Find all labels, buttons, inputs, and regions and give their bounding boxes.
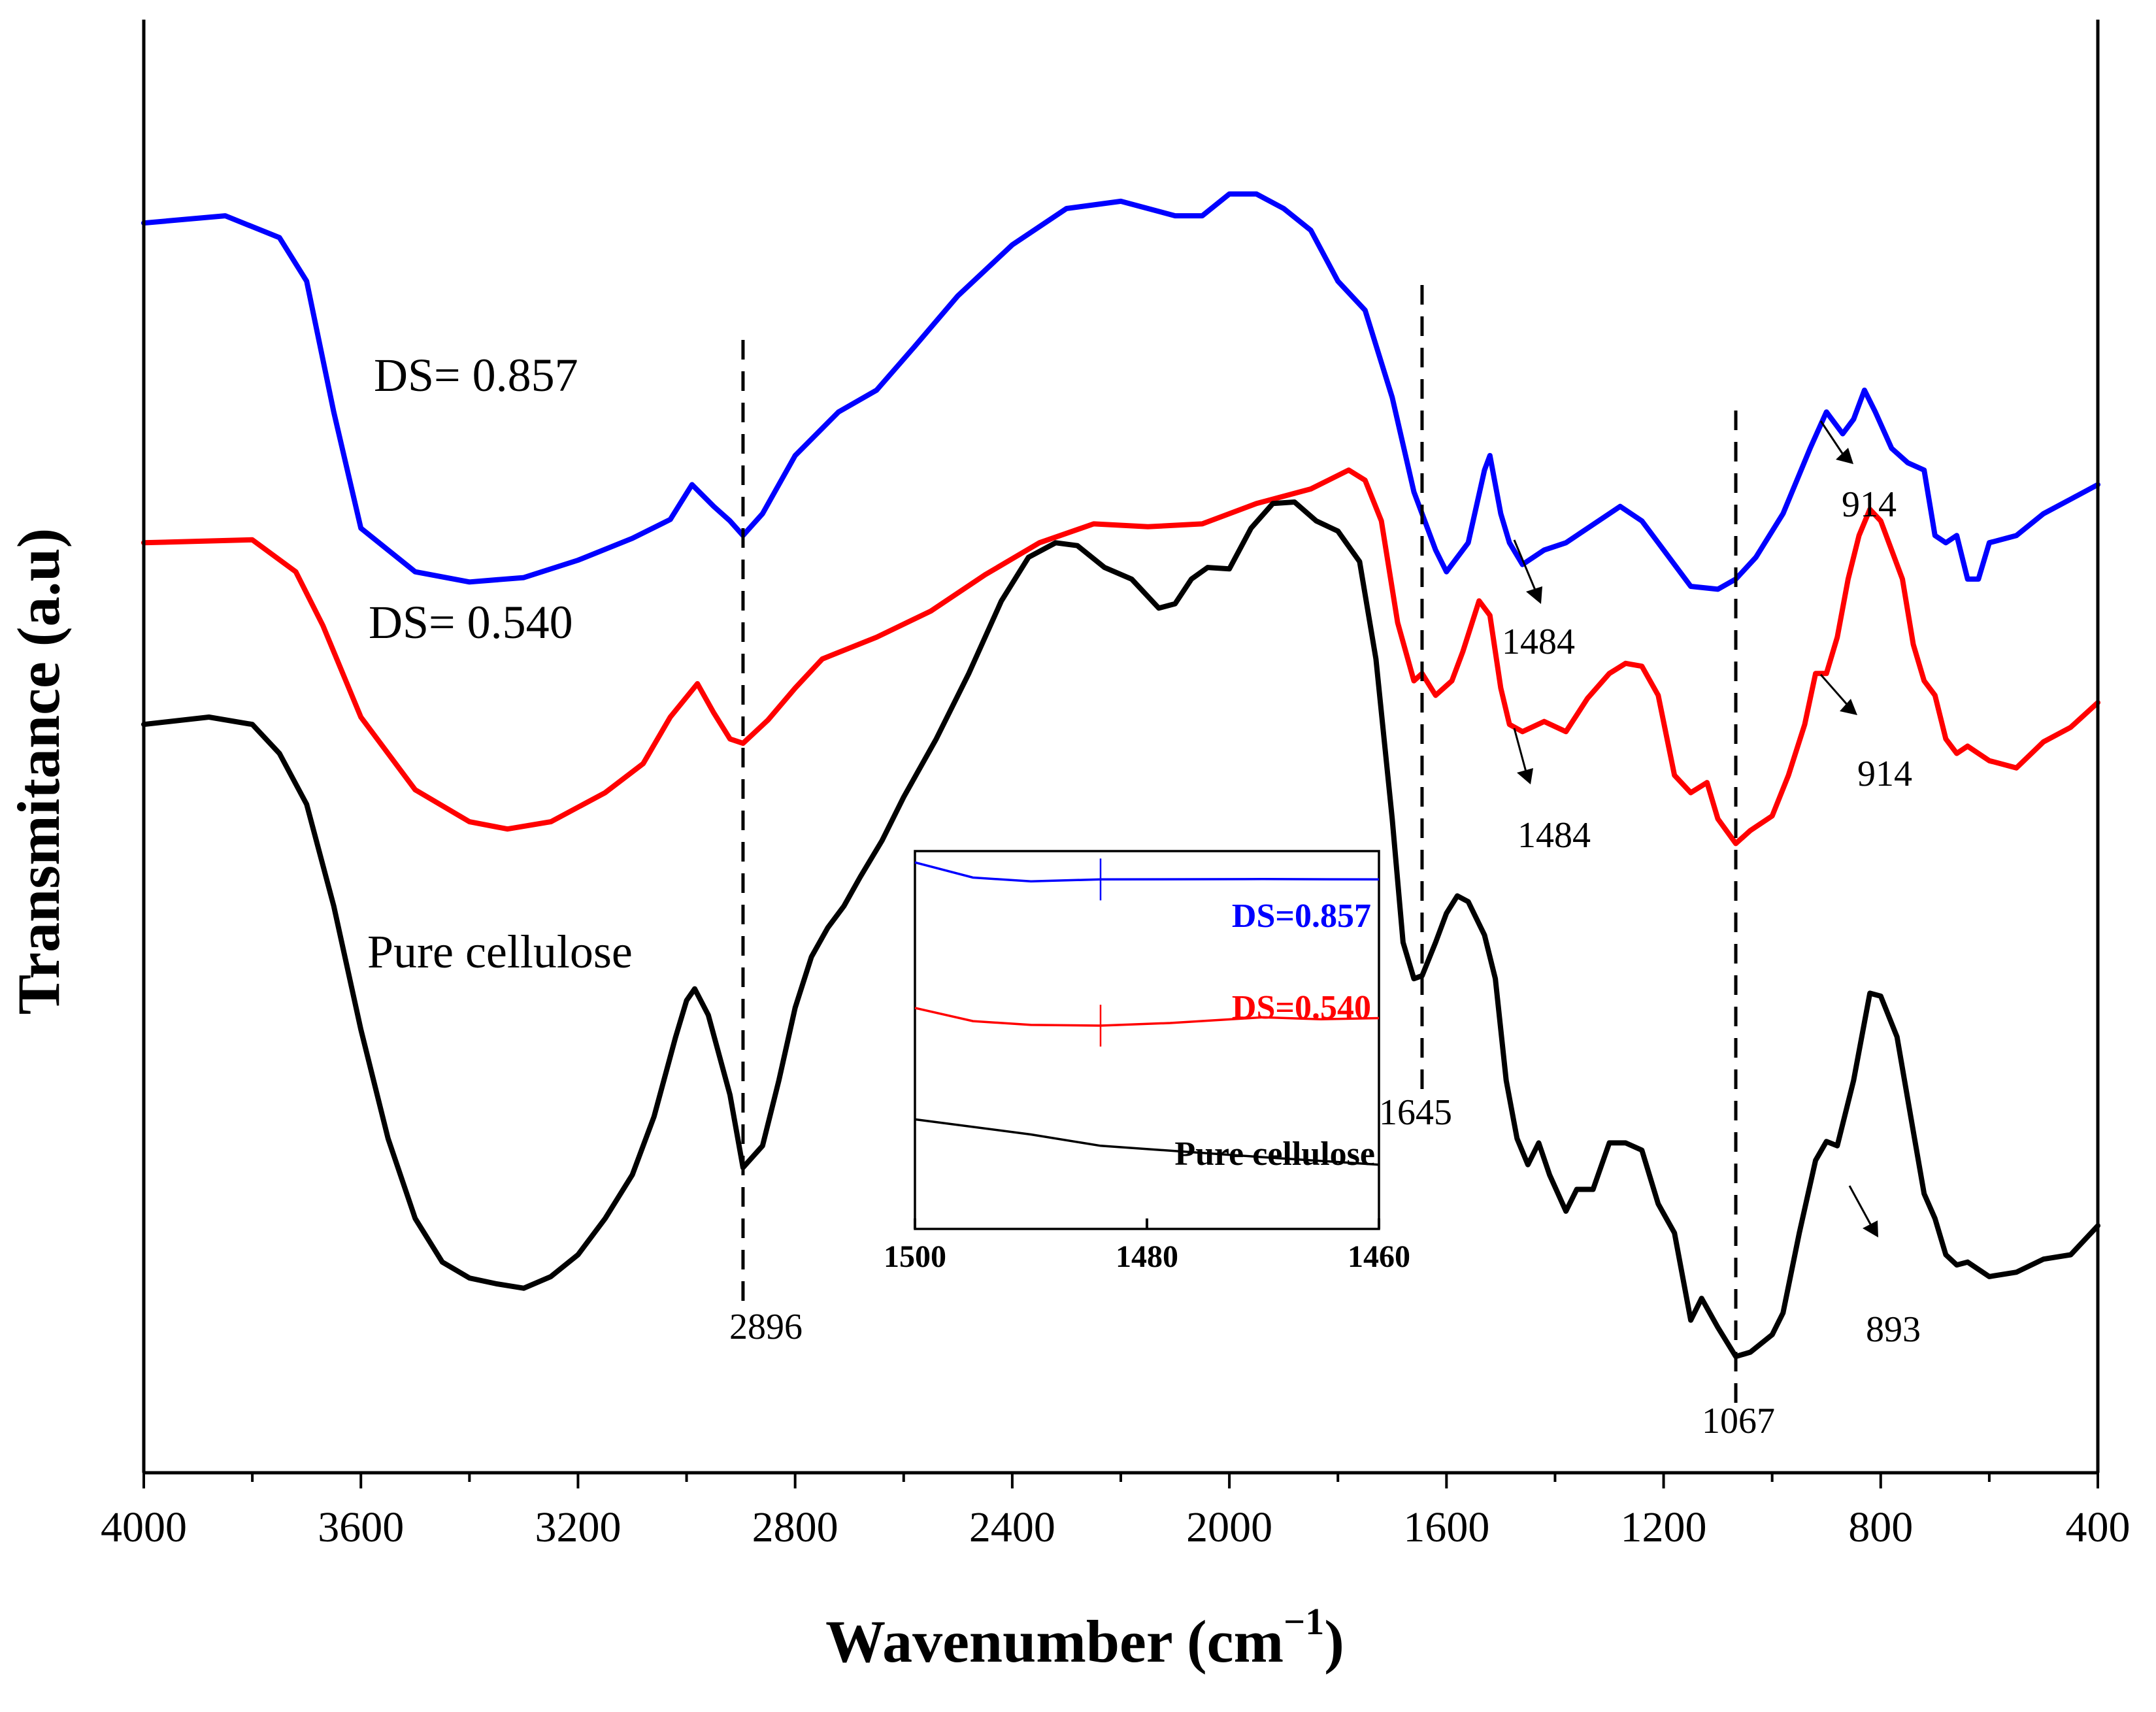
- y-axis-title: Transmitance (a.u): [5, 528, 72, 1015]
- x-tick-label-800: 800: [1848, 1503, 1913, 1551]
- x-tick-label-3200: 3200: [535, 1503, 621, 1551]
- inset-label-pure-cellulose: Pure cellulose: [1174, 1135, 1375, 1173]
- peak-label-914-ds0857: 914: [1842, 484, 1897, 525]
- x-tick-label-1600: 1600: [1403, 1503, 1489, 1551]
- peak-label-914-ds0540: 914: [1857, 754, 1912, 794]
- x-axis-title-close: ): [1324, 1608, 1344, 1675]
- inset-label-ds-0540: DS=0.540: [1232, 989, 1371, 1026]
- x-axis-title: Wavenumber (cm−1): [825, 1600, 1344, 1675]
- inset-ticks: 1500 1480 1460: [884, 1218, 1410, 1274]
- peak-label-1645: 1645: [1379, 1092, 1452, 1133]
- peak-label-1484-ds0540: 1484: [1517, 815, 1591, 856]
- inset-chart: 1500 1480 1460 DS=0.857 DS=0.540 Pure cell…: [884, 850, 1410, 1274]
- arrow-893-pure: [1848, 1185, 1874, 1230]
- inset-series-line-2: [914, 1118, 1380, 1166]
- x-tick-label-1200: 1200: [1621, 1503, 1707, 1551]
- arrowhead-icon: [1526, 586, 1542, 604]
- inset-series-line-0: [914, 861, 1380, 882]
- x-tick-label-2400: 2400: [969, 1503, 1055, 1551]
- x-axis-title-sup: −1: [1284, 1600, 1324, 1643]
- inset-x-tick-label-1480: 1480: [1116, 1239, 1178, 1274]
- x-axis-title-main: Wavenumber (cm: [825, 1608, 1284, 1675]
- x-tick-label-2800: 2800: [752, 1503, 838, 1551]
- series-line-2: [141, 499, 2100, 1360]
- peak-arrows: [1513, 420, 1878, 1237]
- series-line-1: [141, 467, 2100, 847]
- x-tick-label-2000: 2000: [1186, 1503, 1272, 1551]
- x-ticks: 4000 3600 3200 2800 2400 2000 1600 1200 800 400: [101, 1473, 2131, 1551]
- arrow-1484-ds0857: [1513, 539, 1539, 597]
- series-label-pure-cellulose: Pure cellulose: [367, 926, 633, 978]
- arrow-1484-ds0540: [1513, 728, 1529, 777]
- series-line-0: [141, 191, 2100, 592]
- arrowhead-icon: [1840, 699, 1857, 715]
- arrowhead-icon: [1517, 768, 1533, 784]
- marker-layer: [741, 285, 1738, 1405]
- inset-frame: [914, 850, 1380, 1230]
- peak-label-893-pure: 893: [1866, 1309, 1921, 1350]
- peak-label-1484-ds0857: 1484: [1502, 622, 1575, 662]
- inset-label-ds-0857: DS=0.857: [1232, 898, 1371, 935]
- inset-x-tick-label-1500: 1500: [884, 1239, 946, 1274]
- series-layer: [141, 191, 2100, 1360]
- inset-series-line-1: [914, 1007, 1380, 1027]
- x-tick-label-400: 400: [2066, 1503, 2131, 1551]
- series-label-ds-0540: DS= 0.540: [369, 596, 573, 648]
- x-tick-label-3600: 3600: [318, 1503, 404, 1551]
- arrowhead-icon: [1863, 1220, 1878, 1237]
- inset-series-layer: [914, 858, 1380, 1166]
- peak-label-2896: 2896: [729, 1307, 803, 1347]
- peak-label-1067: 1067: [1702, 1401, 1775, 1441]
- series-label-ds-0857: DS= 0.857: [374, 349, 578, 401]
- arrow-914-ds0857: [1819, 420, 1846, 457]
- arrowhead-icon: [1836, 448, 1853, 464]
- inset-x-tick-label-1460: 1460: [1348, 1239, 1410, 1274]
- x-tick-label-4000: 4000: [101, 1503, 187, 1551]
- arrow-914-ds0540: [1819, 674, 1851, 708]
